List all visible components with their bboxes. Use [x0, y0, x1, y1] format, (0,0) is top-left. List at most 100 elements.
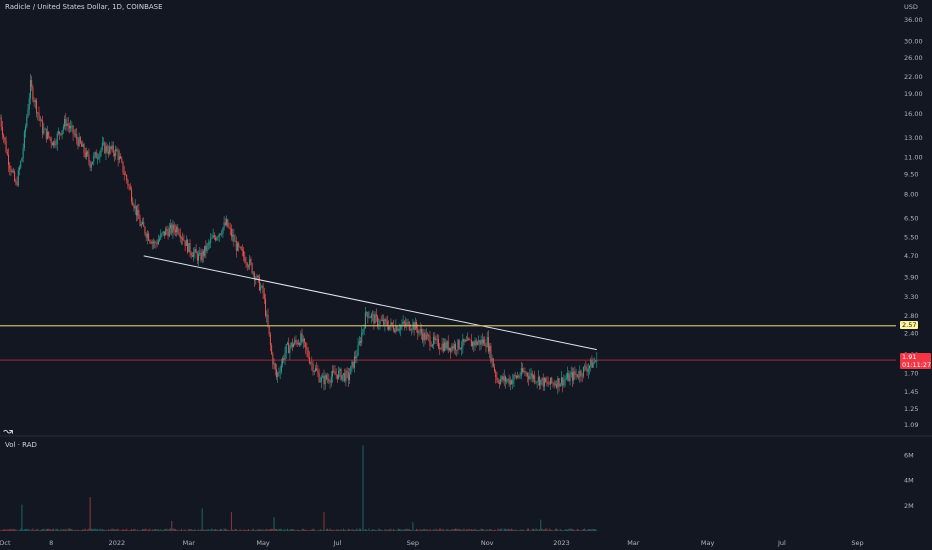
- candle-body: [266, 314, 268, 316]
- volume-bar: [10, 528, 12, 531]
- volume-bar: [135, 530, 137, 531]
- candle-body: [149, 240, 151, 242]
- candle-body: [557, 378, 559, 388]
- candle: [83, 142, 85, 158]
- volume-bar: [199, 530, 201, 531]
- volume-bar: [187, 530, 189, 531]
- candle: [149, 239, 151, 244]
- volume-bar: [246, 529, 248, 531]
- candle-body: [106, 146, 108, 152]
- candle: [357, 337, 359, 357]
- candle-body: [353, 356, 355, 368]
- candle: [174, 224, 176, 237]
- candle-body: [227, 219, 229, 227]
- volume-bar: [457, 529, 459, 531]
- candle: [346, 367, 348, 379]
- candle-body: [171, 224, 173, 233]
- volume-bar: [420, 529, 422, 531]
- candle-body: [508, 379, 510, 385]
- candle-body: [472, 342, 474, 347]
- volume-bar: [85, 530, 87, 531]
- volume-bar: [65, 528, 67, 531]
- candle: [503, 369, 505, 387]
- volume-bar: [160, 529, 162, 531]
- volume-bar: [4, 528, 6, 531]
- candle: [42, 115, 44, 139]
- candle: [547, 376, 549, 388]
- candle: [581, 372, 583, 383]
- candle-body: [43, 129, 45, 134]
- volume-bar: [1, 530, 3, 531]
- candle: [210, 233, 212, 249]
- candle-body: [55, 144, 57, 146]
- candle-body: [206, 244, 208, 252]
- candle: [105, 142, 107, 160]
- candle: [528, 372, 530, 386]
- candle: [20, 160, 22, 170]
- candle-body: [282, 358, 284, 365]
- candle-body: [407, 321, 409, 323]
- volume-bar: [45, 528, 47, 531]
- candle: [487, 330, 489, 354]
- volume-bar: [56, 528, 58, 531]
- candle: [333, 365, 335, 374]
- candle: [34, 98, 36, 109]
- candle: [539, 375, 541, 390]
- candle: [275, 363, 277, 380]
- volume-bar: [155, 529, 157, 531]
- candle: [395, 319, 397, 335]
- volume-bar: [542, 529, 544, 531]
- candle: [213, 232, 215, 241]
- volume-bar: [96, 528, 98, 531]
- candle-body: [202, 251, 204, 256]
- tradingview-logo-icon[interactable]: ↝: [3, 424, 14, 438]
- volume-bar: [479, 529, 481, 531]
- candle: [284, 346, 286, 366]
- volume-bar: [265, 529, 267, 531]
- volume-bar: [129, 530, 131, 531]
- candle: [104, 141, 106, 155]
- candle-body: [501, 376, 503, 380]
- candle-body: [20, 161, 22, 168]
- volume-bar: [553, 530, 555, 531]
- volume-bar: [68, 528, 70, 531]
- candle: [560, 370, 562, 387]
- volume-bar: [188, 528, 190, 531]
- candle: [522, 362, 524, 375]
- volume-bar: [204, 529, 206, 531]
- candle-body: [36, 100, 38, 114]
- candle: [364, 307, 366, 329]
- candle: [579, 365, 581, 383]
- candle-body: [199, 253, 201, 255]
- volume-bar: [293, 529, 295, 531]
- candle: [342, 373, 344, 382]
- candle: [148, 231, 150, 242]
- volume-bar: [95, 529, 97, 531]
- volume-bar: [585, 529, 587, 531]
- candle-body: [571, 372, 573, 381]
- volume-bar: [364, 529, 366, 531]
- candle-body: [318, 372, 320, 382]
- candle: [23, 129, 25, 152]
- volume-bar: [389, 529, 391, 531]
- candle-body: [301, 333, 303, 342]
- volume-bar: [54, 530, 56, 531]
- volume-bar: [262, 529, 264, 531]
- candle: [48, 131, 50, 139]
- candle-body: [448, 347, 450, 351]
- volume-bar: [185, 530, 187, 531]
- candle: [475, 337, 477, 347]
- candle-body: [447, 341, 449, 351]
- candle: [556, 380, 558, 390]
- candle: [4, 137, 6, 145]
- candle-body: [496, 377, 498, 381]
- candle-body: [68, 125, 70, 129]
- volume-bar: [498, 529, 500, 531]
- volume-bar: [535, 528, 537, 531]
- volume-bar: [556, 528, 558, 531]
- drawing-layer: [0, 255, 896, 361]
- volume-bar: [59, 530, 61, 531]
- volume-bar: [118, 530, 120, 531]
- volume-bar: [536, 528, 538, 531]
